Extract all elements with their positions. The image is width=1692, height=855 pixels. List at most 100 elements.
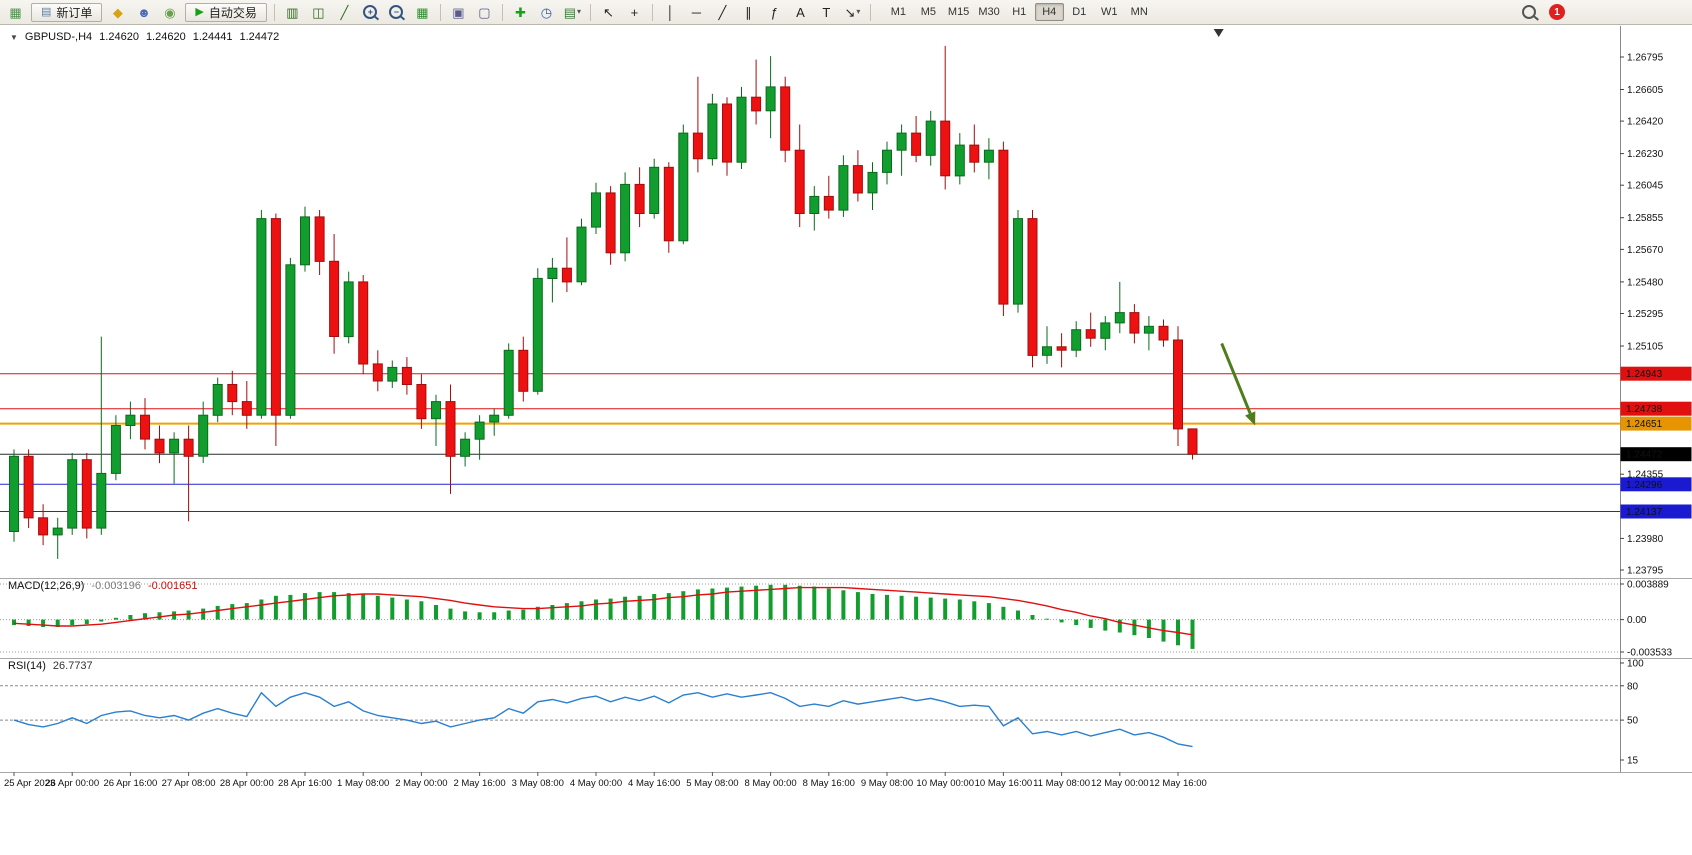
collapse-triangle-icon[interactable]: ▼ — [10, 32, 18, 42]
svg-text:80: 80 — [1627, 681, 1639, 692]
line-chart-icon[interactable]: ╱ — [340, 4, 349, 20]
terminal-icon[interactable]: ◉ — [164, 4, 176, 20]
svg-text:11 May 08:00: 11 May 08:00 — [1033, 778, 1090, 789]
svg-text:50: 50 — [1627, 716, 1639, 727]
svg-text:1.24137: 1.24137 — [1626, 507, 1663, 518]
candles — [9, 45, 1198, 559]
navigator-icon[interactable]: ☻ — [137, 4, 151, 20]
rsi-value: 26.7737 — [52, 660, 93, 672]
new-order-button-label: 新订单 — [56, 5, 93, 20]
rsi-indicator-label: RSI(14) 26.7737 — [8, 660, 93, 672]
macd-main-value: -0.003196 — [91, 580, 141, 592]
price-scale[interactable]: 1.26795 1.26605 1.26420 1.26230 1.26045 1.258… — [1620, 53, 1692, 577]
dropdown-arrow-icon[interactable]: ▾ — [577, 7, 582, 16]
zoom-out-icon-glyph: − — [389, 5, 404, 19]
macd-signal-line — [13, 586, 1193, 636]
timeframe-mn[interactable]: MN — [1130, 6, 1148, 18]
new-order-button[interactable]: ▤ 新订单 — [31, 2, 103, 22]
panel-frame — [0, 26, 1692, 773]
timeframe-w1[interactable]: W1 — [1100, 6, 1118, 18]
search-icon[interactable] — [1522, 5, 1536, 19]
svg-text:1.26230: 1.26230 — [1627, 149, 1664, 160]
new-chart-icon[interactable]: ▦ — [9, 4, 22, 20]
auto-arrange-icon[interactable]: ▣ — [452, 4, 465, 20]
market-watch-icon[interactable]: ◆ — [112, 4, 123, 20]
svg-text:27 Apr 08:00: 27 Apr 08:00 — [162, 778, 216, 789]
svg-text:28 Apr 16:00: 28 Apr 16:00 — [278, 778, 332, 789]
svg-text:26 Apr 00:00: 26 Apr 00:00 — [45, 778, 99, 789]
svg-text:15: 15 — [1627, 756, 1639, 767]
vertical-line-icon[interactable]: │ — [666, 4, 675, 20]
auto-trading-button[interactable]: ▶ 自动交易 — [185, 2, 267, 22]
text-label-icon[interactable]: T — [822, 4, 831, 20]
price-tag-support: 1.24137 — [1620, 504, 1692, 519]
period-clock-icon[interactable]: ◷ — [540, 4, 553, 20]
zoom-out-icon[interactable]: − — [384, 2, 409, 23]
cursor-icon[interactable]: ↖ — [602, 4, 614, 20]
macd-name: MACD(12,26,9) — [8, 580, 85, 592]
svg-text:26 Apr 16:00: 26 Apr 16:00 — [103, 778, 157, 789]
price-tag-pivot: 1.24651 — [1620, 416, 1692, 431]
templates-icon[interactable]: ▤ ▾ — [563, 4, 582, 20]
timeframe-m1[interactable]: M1 — [890, 6, 907, 18]
price-tag-current-price: 1.24472 — [1620, 447, 1692, 462]
trend-arrow-annotation[interactable] — [1220, 342, 1256, 426]
timeframe-h1[interactable]: H1 — [1012, 6, 1027, 18]
level-lines[interactable] — [0, 373, 1620, 512]
toolbar-separator — [651, 3, 653, 21]
low-value: 1.24441 — [192, 31, 233, 43]
candlestick-chart-icon[interactable]: ◫ — [312, 4, 325, 20]
add-indicator-icon[interactable]: ✚ — [514, 4, 526, 20]
chart-shift-marker-icon — [1213, 29, 1224, 37]
price-tag-support: 1.24296 — [1620, 477, 1692, 492]
svg-text:1.24651: 1.24651 — [1626, 419, 1663, 430]
timeframe-h4[interactable]: H4 — [1034, 3, 1064, 21]
toolbar-separator — [501, 3, 503, 21]
svg-text:10 May 16:00: 10 May 16:00 — [975, 778, 1033, 789]
svg-text:2 May 16:00: 2 May 16:00 — [453, 778, 505, 789]
svg-text:1.24296: 1.24296 — [1626, 480, 1663, 491]
macd-signal-value: -0.001651 — [147, 580, 198, 592]
bar-chart-icon[interactable]: ▥ — [286, 4, 299, 20]
open-value: 1.24620 — [99, 31, 139, 43]
macd-histogram — [12, 584, 1195, 649]
svg-text:12 May 00:00: 12 May 00:00 — [1091, 778, 1149, 789]
svg-text:1.25670: 1.25670 — [1627, 245, 1664, 256]
svg-text:1.23795: 1.23795 — [1627, 566, 1664, 577]
rsi-line — [13, 691, 1193, 748]
main-toolbar: ▦ ▤ 新订单 ◆ ☻ ◉ ▶ 自动交易 ▥ ◫ ╱ + − ▦ ▣ ▢ ✚ ◷ ▤ ▾ ↖ + │ ─ ╱ ∥ ƒ A T ↘ ▾ M1 M5… — [0, 0, 1692, 25]
timeframe-m5[interactable]: M5 — [920, 6, 937, 18]
dropdown-arrow-icon[interactable]: ▾ — [856, 7, 861, 16]
svg-text:1.25105: 1.25105 — [1627, 342, 1664, 353]
toolbar-separator — [273, 3, 275, 21]
close-value: 1.24472 — [239, 31, 280, 43]
svg-text:1.26605: 1.26605 — [1627, 85, 1664, 96]
svg-text:1.25295: 1.25295 — [1627, 309, 1664, 320]
fibonacci-icon[interactable]: ƒ — [770, 4, 779, 20]
svg-text:1.26045: 1.26045 — [1627, 181, 1664, 192]
svg-text:1.23980: 1.23980 — [1627, 534, 1664, 545]
timeframe-m15[interactable]: M15 — [947, 6, 970, 18]
svg-text:1.24943: 1.24943 — [1626, 369, 1663, 380]
horizontal-line-icon[interactable]: ─ — [691, 4, 702, 20]
svg-text:1 May 08:00: 1 May 08:00 — [337, 778, 389, 789]
tile-windows-icon[interactable]: ▦ — [416, 4, 429, 20]
crosshair-icon[interactable]: + — [630, 4, 639, 20]
zoom-in-icon[interactable]: + — [358, 2, 383, 23]
equidistant-channel-icon[interactable]: ∥ — [745, 4, 752, 20]
macd-panel: 0.003889 0.00 -0.003533 — [0, 580, 1672, 659]
svg-text:2 May 00:00: 2 May 00:00 — [395, 778, 447, 789]
chart-title: ▼ GBPUSD-,H4 1.24620 1.24620 1.24441 1.2… — [10, 31, 279, 43]
cascade-windows-icon[interactable]: ▢ — [478, 4, 491, 20]
trendline-icon[interactable]: ╱ — [718, 4, 727, 20]
text-icon[interactable]: A — [796, 4, 805, 20]
svg-text:1.24472: 1.24472 — [1626, 450, 1663, 461]
notification-badge[interactable]: 1 — [1549, 4, 1565, 20]
svg-text:1.25480: 1.25480 — [1627, 277, 1664, 288]
timeframe-m30[interactable]: M30 — [978, 6, 1000, 18]
timeframe-d1[interactable]: D1 — [1072, 6, 1087, 18]
arrows-icon[interactable]: ↘ ▾ — [844, 4, 861, 20]
zoom-in-icon-glyph: + — [363, 5, 378, 19]
